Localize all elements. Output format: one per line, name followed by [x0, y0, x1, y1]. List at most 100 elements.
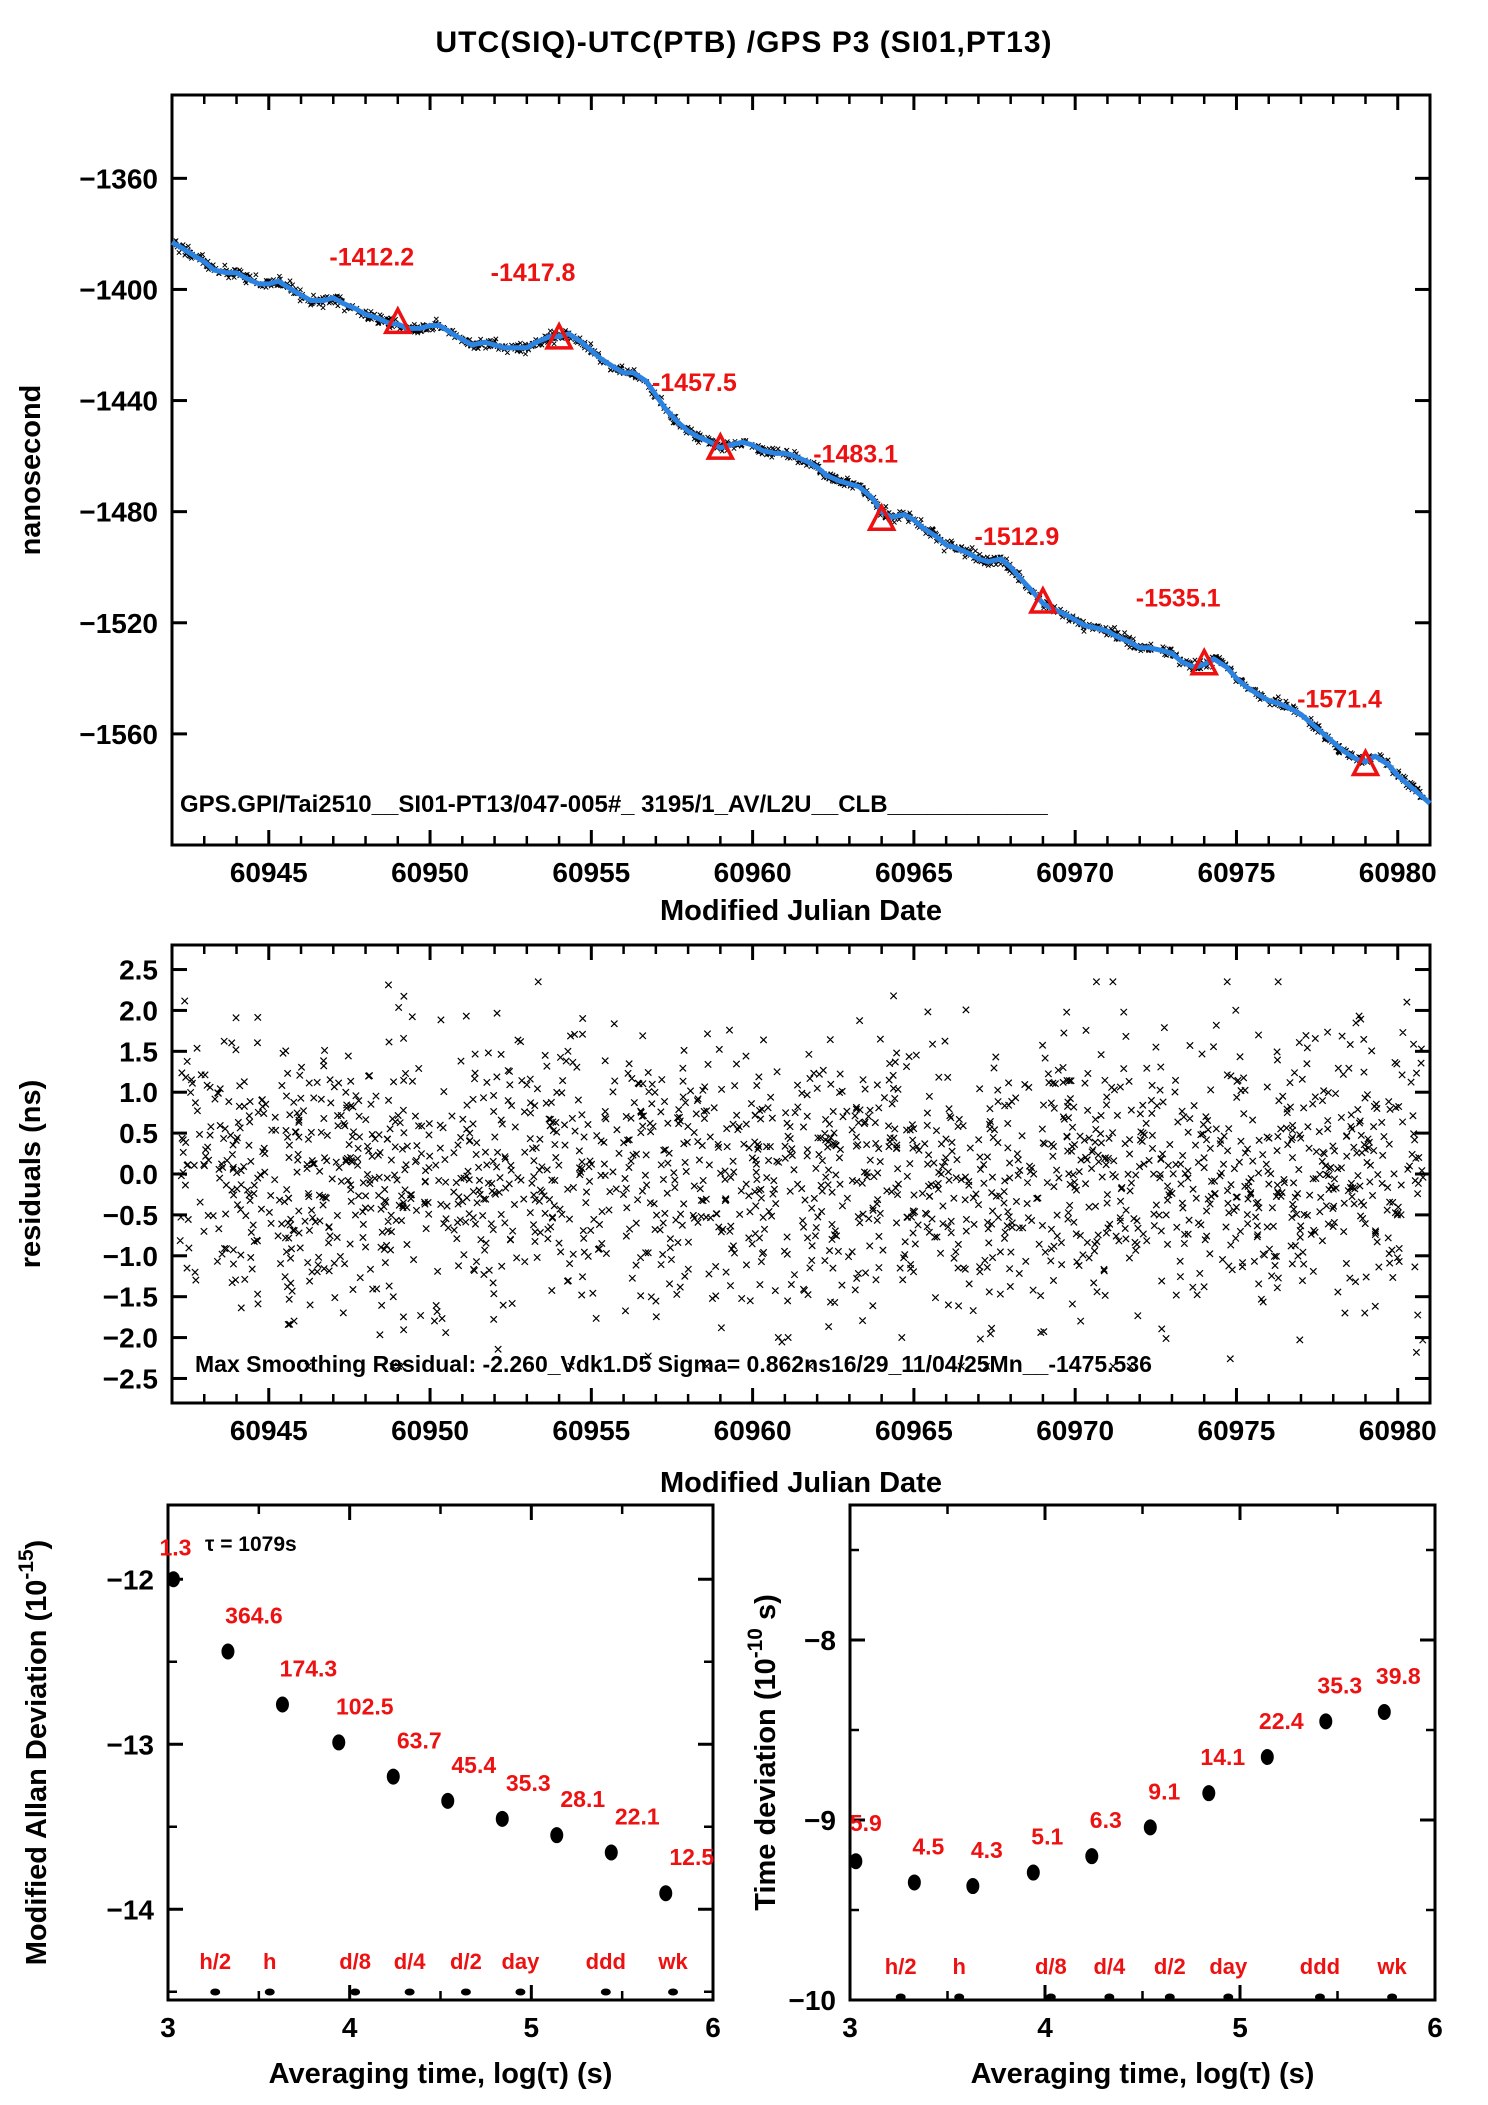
- y-tick-label: −9: [804, 1805, 836, 1836]
- x-axis-title: Modified Julian Date: [660, 895, 942, 927]
- x-tick-label: 60950: [391, 857, 469, 888]
- deviation-point: [166, 1571, 180, 1588]
- tau-mark-label: h/2: [885, 1954, 917, 1979]
- tau-mark-label: d/4: [394, 1949, 427, 1974]
- tau-mark-label: ddd: [586, 1949, 626, 1974]
- deviation-value-label: 5.9: [850, 1810, 882, 1836]
- y-tick-label: −14: [107, 1894, 155, 1925]
- y-tick-label: −8: [804, 1625, 836, 1656]
- deviation-value-label: 63.7: [397, 1728, 442, 1754]
- x-tick-label: 5: [524, 2012, 540, 2043]
- x-axis-title: Averaging time, log(τ) (s): [269, 2058, 613, 2090]
- tau-mark-dot: [1314, 1993, 1325, 2001]
- y-tick-label: −13: [107, 1729, 155, 1760]
- tdev-chart: 3 4 5 6 −8 −9 −10 h/2 h d/8 d/4 d/2 day ddd wk 5.9 4.5 4.…: [745, 1503, 1443, 2090]
- tau-mark-label: d/8: [1035, 1954, 1067, 1979]
- daily-value-label: -1417.8: [491, 259, 576, 287]
- x-tick-label: 60970: [1036, 1415, 1114, 1446]
- x-tick-label: 60945: [230, 1415, 308, 1446]
- y-tick-label: −1400: [79, 274, 158, 305]
- x-axis-title: Averaging time, log(τ) (s): [971, 2058, 1315, 2090]
- residuals-chart: 60945 60950 60955 60960 60965 60970 60975 60980…: [15, 943, 1437, 1495]
- x-tick-label: 60970: [1036, 857, 1114, 888]
- smoothing-stats-text: Max Smoothing Residual: -2.260_Vdk1.D5 S…: [195, 1351, 1152, 1377]
- tau-mark-label: h/2: [199, 1949, 231, 1974]
- shape: -10: [745, 1628, 767, 1658]
- x-tick-label: 60975: [1198, 857, 1276, 888]
- x-tick-label: 60980: [1359, 1415, 1437, 1446]
- y-axis-title: residuals (ns): [15, 1080, 47, 1269]
- x-tick-label: 60955: [552, 1415, 630, 1446]
- y-tick-label: −0.5: [103, 1200, 158, 1231]
- smoothed-line: [170, 240, 1432, 806]
- daily-value-label: -1535.1: [1136, 585, 1221, 613]
- deviation-point: [849, 1853, 863, 1870]
- deviation-point: [1202, 1785, 1216, 1802]
- daily-value-triangle-marker: [866, 502, 897, 532]
- tau-mark-label: d/4: [1093, 1954, 1126, 1979]
- x-tick-label: 5: [1232, 2012, 1248, 2043]
- x-tick-label: 4: [342, 2012, 358, 2043]
- deviation-value-label: 4.3: [971, 1837, 1003, 1863]
- deviation-value-label: 14.1: [1200, 1744, 1245, 1770]
- plot-frame: [170, 93, 1432, 847]
- time-difference-chart: 60945 60950 60955 60960 60965 60970 60975 60980…: [15, 93, 1437, 927]
- y-tick-label: 0.5: [119, 1118, 158, 1149]
- x-tick-label: 3: [160, 2012, 176, 2043]
- shape: -15: [15, 1549, 38, 1580]
- deviation-point: [495, 1810, 509, 1827]
- y-tick-label: −1480: [79, 497, 158, 528]
- y-tick-label: −1.0: [103, 1241, 158, 1272]
- x-tick-label: 60965: [875, 857, 953, 888]
- x-tick-label: 6: [1427, 2012, 1443, 2043]
- deviation-point: [659, 1885, 673, 1902]
- y-tick-label: −12: [107, 1564, 155, 1595]
- daily-value-label: -1412.2: [329, 243, 414, 271]
- tau-mark-label: d/8: [339, 1949, 371, 1974]
- x-tick-label: 60955: [552, 857, 630, 888]
- x-tick-label: 60960: [714, 1415, 792, 1446]
- daily-value-triangle-marker: [382, 305, 413, 335]
- deviation-point: [275, 1696, 289, 1713]
- deviation-point: [441, 1792, 455, 1809]
- x-tick-label: 4: [1037, 2012, 1053, 2043]
- daily-value-triangle-marker: [1028, 585, 1058, 614]
- y-tick-label: 2.0: [119, 995, 158, 1026]
- deviation-point: [221, 1643, 235, 1660]
- deviation-point: [332, 1734, 346, 1751]
- plot-frame: [848, 1503, 1437, 2002]
- mdev-chart: 3 4 5 6 −12 −13 −14 h/2 h d/8 d/4 d/2 day ddd wk 1.3 364…: [15, 1503, 721, 2090]
- deviation-value-label: 45.4: [451, 1752, 496, 1778]
- tau-mark-label: d/2: [450, 1949, 482, 1974]
- deviation-value-label: 22.4: [1259, 1708, 1304, 1734]
- tau-annotation: τ = 1079s: [205, 1533, 297, 1556]
- tau-mark-label: wk: [657, 1949, 688, 1974]
- y-tick-label: 2.5: [119, 955, 158, 986]
- deviation-point: [907, 1874, 921, 1891]
- deviation-point: [1260, 1749, 1274, 1765]
- x-tick-label: 60965: [875, 1415, 953, 1446]
- deviation-value-label: 12.5: [669, 1844, 714, 1870]
- deviation-value-label: 28.1: [560, 1786, 605, 1812]
- dataset-id-text: GPS.GPI/Tai2510__SI01-PT13/047-005#_ 319…: [180, 791, 1048, 818]
- x-tick-label: 60945: [230, 857, 308, 888]
- data-noise-scatter: [171, 238, 1426, 801]
- deviation-value-label: 5.1: [1031, 1824, 1063, 1850]
- deviation-value-label: 9.1: [1148, 1778, 1180, 1804]
- y-axis-title: nanosecond: [15, 385, 47, 556]
- deviation-point: [1026, 1864, 1040, 1881]
- deviation-value-label: 364.6: [225, 1603, 283, 1629]
- deviation-point: [1319, 1713, 1333, 1730]
- x-axis-title: Modified Julian Date: [660, 1467, 942, 1495]
- daily-value-triangle-marker: [1189, 646, 1220, 676]
- daily-value-triangle-marker: [544, 321, 574, 350]
- deviation-value-label: 35.3: [506, 1770, 551, 1796]
- deviation-value-label: 39.8: [1376, 1663, 1421, 1689]
- y-tick-label: −1520: [79, 608, 158, 639]
- y-tick-label: −1440: [79, 386, 158, 417]
- plot-frame: [170, 943, 1432, 1405]
- tau-mark-dot: [350, 1988, 361, 1996]
- daily-value-triangle-marker: [705, 431, 736, 460]
- deviation-value-label: 6.3: [1090, 1807, 1122, 1833]
